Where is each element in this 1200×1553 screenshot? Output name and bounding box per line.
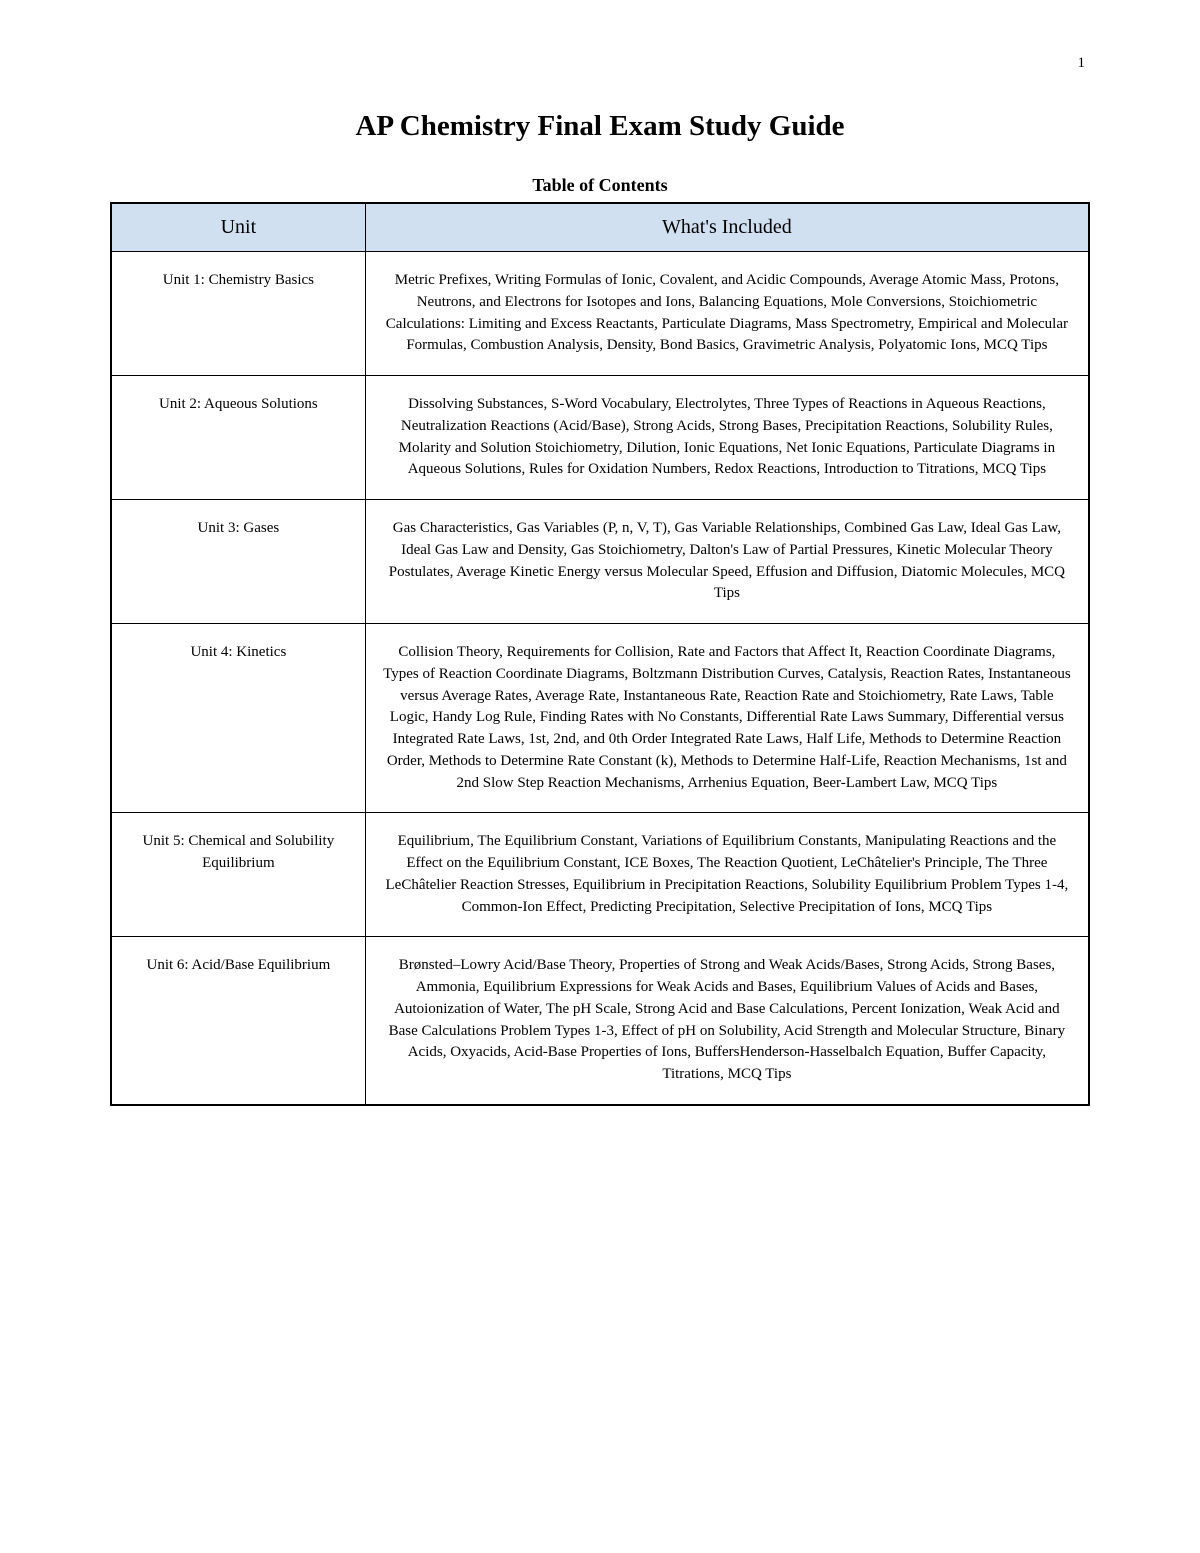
table-row: Unit 5: Chemical and Solubility Equilibr… xyxy=(111,813,1089,937)
page-number: 1 xyxy=(1078,55,1086,72)
toc-heading: Table of Contents xyxy=(110,175,1090,196)
table-header-row: Unit What's Included xyxy=(111,203,1089,252)
table-row: Unit 6: Acid/Base Equilibrium Brønsted–L… xyxy=(111,937,1089,1105)
content-cell: Gas Characteristics, Gas Variables (P, n… xyxy=(365,500,1089,624)
column-header-unit: Unit xyxy=(111,203,365,252)
content-cell: Equilibrium, The Equilibrium Constant, V… xyxy=(365,813,1089,937)
content-cell: Collision Theory, Requirements for Colli… xyxy=(365,624,1089,813)
unit-cell: Unit 4: Kinetics xyxy=(111,624,365,813)
toc-table: Unit What's Included Unit 1: Chemistry B… xyxy=(110,202,1090,1106)
unit-cell: Unit 1: Chemistry Basics xyxy=(111,252,365,376)
table-row: Unit 1: Chemistry Basics Metric Prefixes… xyxy=(111,252,1089,376)
unit-cell: Unit 5: Chemical and Solubility Equilibr… xyxy=(111,813,365,937)
table-row: Unit 4: Kinetics Collision Theory, Requi… xyxy=(111,624,1089,813)
unit-cell: Unit 2: Aqueous Solutions xyxy=(111,376,365,500)
page-title: AP Chemistry Final Exam Study Guide xyxy=(110,110,1090,143)
unit-cell: Unit 6: Acid/Base Equilibrium xyxy=(111,937,365,1105)
column-header-included: What's Included xyxy=(365,203,1089,252)
table-row: Unit 3: Gases Gas Characteristics, Gas V… xyxy=(111,500,1089,624)
unit-cell: Unit 3: Gases xyxy=(111,500,365,624)
content-cell: Brønsted–Lowry Acid/Base Theory, Propert… xyxy=(365,937,1089,1105)
content-cell: Dissolving Substances, S-Word Vocabulary… xyxy=(365,376,1089,500)
content-cell: Metric Prefixes, Writing Formulas of Ion… xyxy=(365,252,1089,376)
table-row: Unit 2: Aqueous Solutions Dissolving Sub… xyxy=(111,376,1089,500)
